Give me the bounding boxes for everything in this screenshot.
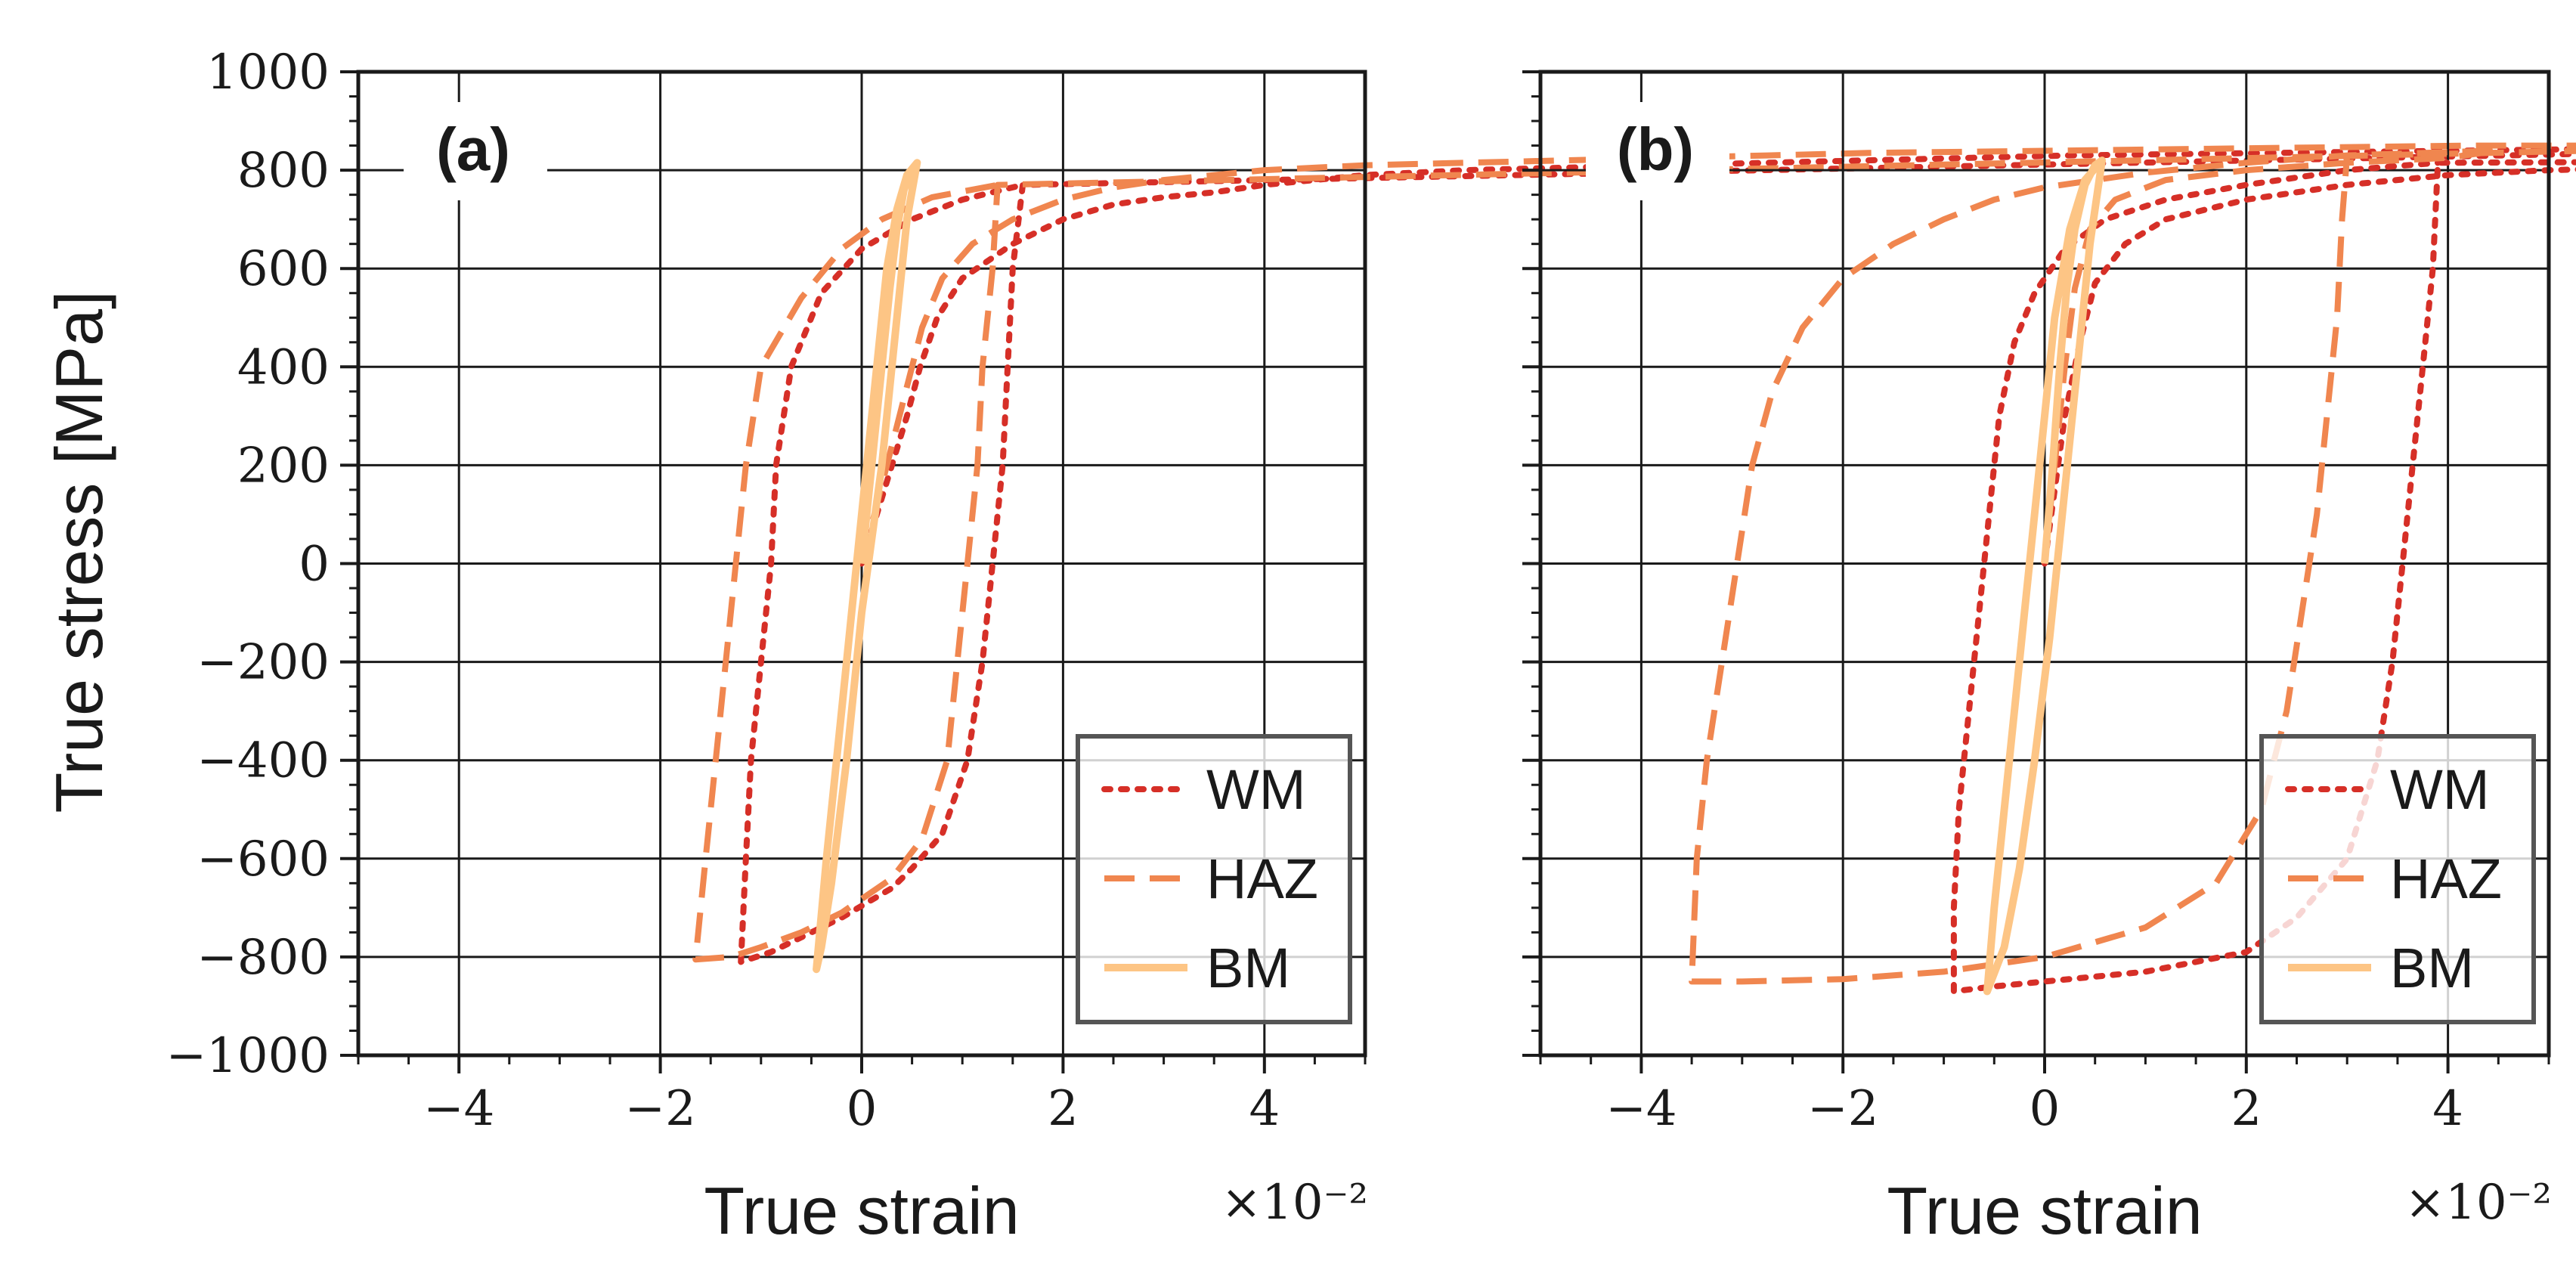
y-tick-label: −800 (197, 930, 330, 986)
y-tick-label: −1000 (166, 1028, 330, 1084)
legend-label-bm: BM (1206, 937, 1290, 999)
legend-label-bm: BM (2390, 937, 2474, 999)
legend-label-haz: HAZ (2390, 847, 2502, 910)
panel-a: −4 −2 0 2 4 −1000 −800 −600 −400 −200 0 200 400 600 80… (166, 45, 2576, 1248)
x-tick-label: 4 (2432, 1081, 2463, 1137)
x-axis-label: True strain (1887, 1173, 2202, 1248)
series-wm-line (1950, 159, 2576, 995)
y-tick-label: −600 (197, 832, 330, 887)
y-tick-label: 400 (237, 339, 330, 395)
y-tick-label: −200 (197, 635, 330, 691)
x-tick-label: −2 (624, 1081, 695, 1137)
panel-label: (a) (436, 116, 510, 183)
x-tick-label: 2 (2231, 1081, 2262, 1137)
legend-label-haz: HAZ (1206, 847, 1318, 910)
x-offset-label: ×10⁻² (1221, 1175, 1369, 1231)
x-tick-label: 0 (847, 1081, 878, 1137)
y-tick-label: −400 (197, 733, 330, 789)
series-haz-line (692, 142, 2576, 963)
x-offset-label: ×10⁻² (2405, 1175, 2553, 1231)
series-bm-line (813, 159, 921, 974)
x-tick-label: −4 (423, 1081, 494, 1137)
axes-frame (356, 70, 1367, 1058)
series-haz-line (1689, 147, 2502, 985)
legend-label-wm: WM (2390, 758, 2490, 821)
y-tick-label: 600 (237, 241, 330, 297)
x-tick-label: −2 (1807, 1081, 1878, 1137)
x-axis-label: True strain (704, 1173, 1019, 1248)
y-tick-label: 800 (237, 143, 330, 199)
x-tick-label: 0 (2030, 1081, 2060, 1137)
panel-label: (b) (1617, 116, 1694, 183)
series-bm-line (1983, 156, 2106, 996)
x-tick-label: −4 (1605, 1081, 1677, 1137)
y-tick-label: 200 (237, 438, 330, 494)
legend: WM HAZ BM (2259, 734, 2536, 1024)
axes-frame (1538, 70, 2551, 1058)
legend: WM HAZ BM (1076, 734, 1352, 1024)
x-tick-label: 4 (1249, 1081, 1280, 1137)
panel-b: −4 −2 0 2 4 (b) True strain ×10⁻² WM HAZ BM (1522, 70, 2576, 1248)
x-tick-label: 2 (1048, 1081, 1079, 1137)
legend-label-wm: WM (1206, 758, 1306, 821)
panel-label-background (1586, 102, 1729, 200)
panel-label-background (404, 102, 547, 200)
y-tick-label: 0 (299, 537, 330, 593)
y-axis-label: True stress [MPa] (42, 290, 116, 813)
y-tick-label: 1000 (206, 45, 330, 101)
